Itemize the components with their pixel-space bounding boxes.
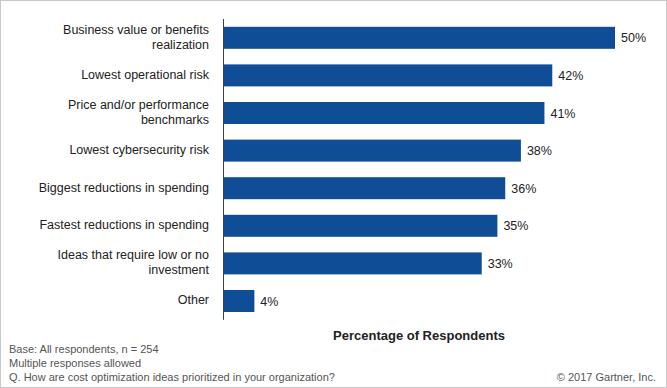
footnote: Q. How are cost optimization ideas prior… <box>9 371 335 383</box>
bar <box>223 252 482 274</box>
axis-title: Percentage of Respondents <box>333 328 505 343</box>
category-label: Price and/or performance benchmarks <box>9 94 209 132</box>
category-label: Lowest operational risk <box>9 57 209 95</box>
data-label: 38% <box>527 144 552 158</box>
bar <box>223 64 552 86</box>
data-label: 33% <box>488 257 513 271</box>
bar <box>223 290 254 312</box>
category-label: Other <box>9 282 209 320</box>
category-label: Business value or benefits realization <box>9 19 209 57</box>
bars <box>223 27 615 312</box>
footnote: Base: All respondents, n = 254 <box>9 343 159 355</box>
bar <box>223 177 505 199</box>
data-label: 35% <box>503 219 528 233</box>
data-label: 42% <box>558 69 583 83</box>
data-label: 36% <box>511 182 536 196</box>
footnote: Multiple responses allowed <box>9 357 141 369</box>
data-labels: 50% 42% 41% 38% 36% 35% 33% 4% <box>260 31 646 308</box>
category-label: Biggest reductions in spending <box>9 169 209 207</box>
data-label: 41% <box>550 107 575 121</box>
bar <box>223 27 615 49</box>
category-label: Ideas that require low or no investment <box>9 245 209 283</box>
category-label: Lowest cybersecurity risk <box>9 132 209 170</box>
chart-container: 50% 42% 41% 38% 36% 35% 33% 4% Percentage of Res… <box>0 0 667 388</box>
category-label: Fastest reductions in spending <box>9 207 209 245</box>
source: © 2017 Gartner, Inc. <box>557 371 656 383</box>
category-axis <box>223 19 224 320</box>
data-label: 50% <box>621 31 646 45</box>
bar <box>223 215 497 237</box>
bar <box>223 140 521 162</box>
bar <box>223 102 544 124</box>
data-label: 4% <box>260 295 278 309</box>
